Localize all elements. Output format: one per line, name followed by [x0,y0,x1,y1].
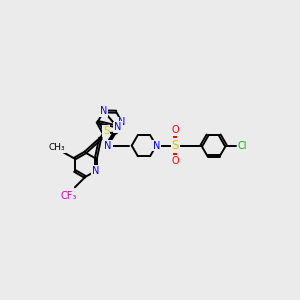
Text: S: S [172,139,179,152]
Text: O: O [172,125,179,135]
Text: CF₃: CF₃ [61,191,77,201]
Text: N: N [152,141,160,151]
Text: N: N [104,141,112,151]
Text: S: S [103,126,110,136]
Text: Cl: Cl [237,141,247,151]
Text: N: N [92,166,100,176]
Text: N: N [100,106,108,116]
Text: CH₃: CH₃ [49,143,65,152]
Text: N: N [115,122,122,132]
Text: O: O [172,156,179,166]
Text: N: N [114,122,122,133]
Text: N: N [118,118,126,128]
